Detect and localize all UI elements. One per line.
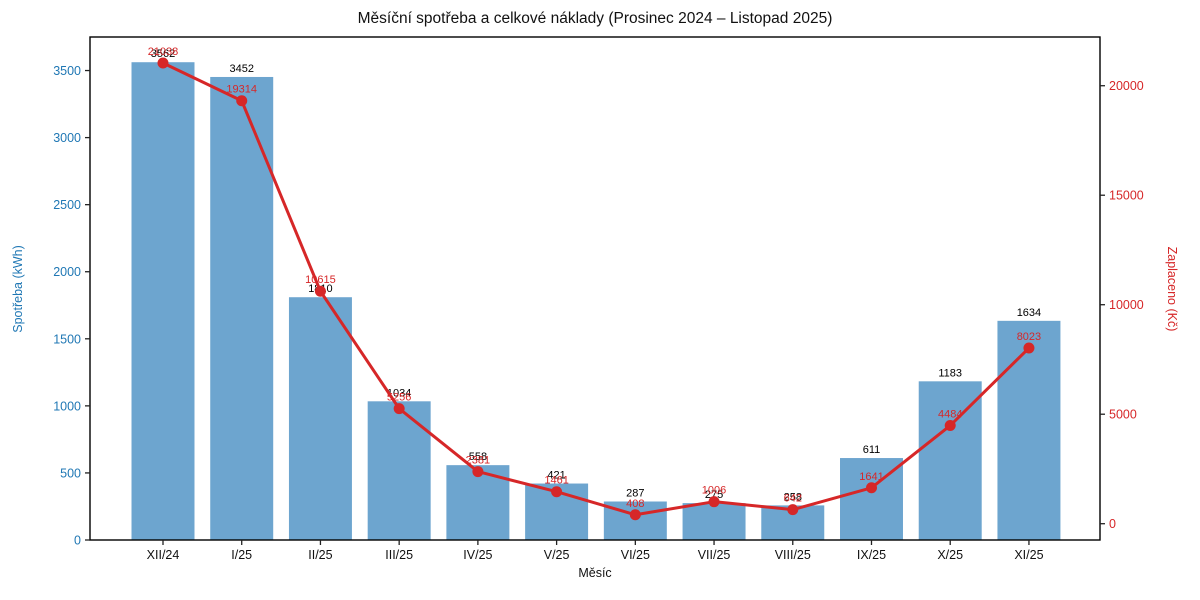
x-tick-label: IX/25 <box>857 548 886 562</box>
x-tick-label: XI/25 <box>1014 548 1043 562</box>
bar-XI/25 <box>997 320 1061 540</box>
bar-III/25 <box>367 401 431 540</box>
paid-point <box>393 403 405 415</box>
paid-point <box>472 466 484 478</box>
bar-value-label: 1034 <box>387 387 411 399</box>
paid-value-label: 408 <box>626 498 644 510</box>
paid-value-label: 8023 <box>1017 331 1041 343</box>
bar-value-label: 275 <box>705 489 723 501</box>
left-tick-label: 3500 <box>53 64 81 78</box>
paid-value-label: 1461 <box>544 475 568 487</box>
paid-point <box>629 509 641 521</box>
paid-value-label: 19314 <box>226 84 257 96</box>
bar-value-label: 558 <box>469 451 487 463</box>
paid-point <box>708 496 720 508</box>
paid-value-label: 1641 <box>859 471 883 483</box>
plot-frame <box>89 36 1101 541</box>
paid-point <box>944 420 956 432</box>
left-tick-label: 2000 <box>53 265 81 279</box>
paid-line <box>162 61 1030 517</box>
paid-value-label: 642 <box>784 493 802 505</box>
bar-I/25 <box>210 76 274 540</box>
right-tick-label: 15000 <box>1109 189 1144 203</box>
chart-title: Měsíční spotřeba a celkové náklady (Pros… <box>357 10 833 27</box>
left-tick-label: 2500 <box>53 198 81 212</box>
paid-value-label: 5256 <box>387 392 411 404</box>
paid-point <box>157 57 169 69</box>
bar-II/25 <box>288 297 352 540</box>
left-tick-label: 1500 <box>53 332 81 346</box>
bar-value-label: 3452 <box>229 63 253 75</box>
paid-point <box>236 95 248 107</box>
bar-value-label: 3562 <box>151 48 175 60</box>
left-tick-label: 0 <box>74 534 81 548</box>
paid-point <box>787 504 799 516</box>
x-tick-label: I/25 <box>231 548 252 562</box>
x-tick-label: VIII/25 <box>775 548 811 562</box>
bar-value-label: 287 <box>626 488 644 500</box>
left-tick-label: 500 <box>60 466 81 480</box>
x-tick-label: VI/25 <box>621 548 650 562</box>
paid-value-label: 10615 <box>305 274 336 286</box>
bar-value-label: 611 <box>863 444 881 456</box>
paid-point <box>314 285 326 297</box>
bar-value-label: 1183 <box>938 367 962 379</box>
paid-value-label: 4484 <box>938 409 962 421</box>
paid-value-label: 21038 <box>148 46 179 58</box>
paid-point <box>865 482 877 494</box>
paid-point <box>551 486 563 498</box>
x-tick-label: VII/25 <box>698 548 731 562</box>
bar-value-label: 421 <box>547 470 565 482</box>
left-tick-label: 3000 <box>53 131 81 145</box>
right-tick-label: 10000 <box>1109 298 1144 312</box>
bar-VII/25 <box>682 503 746 540</box>
x-tick-label: XII/24 <box>147 548 180 562</box>
x-tick-label: IV/25 <box>463 548 492 562</box>
bar-XII/24 <box>131 62 195 540</box>
right-tick-label: 0 <box>1109 517 1116 531</box>
x-tick-label: X/25 <box>937 548 963 562</box>
x-tick-label: V/25 <box>544 548 570 562</box>
paid-value-label: 1006 <box>702 485 726 497</box>
x-tick-label: III/25 <box>385 548 413 562</box>
bar-value-label: 258 <box>784 491 802 503</box>
left-tick-label: 1000 <box>53 399 81 413</box>
x-tick-label: II/25 <box>308 548 332 562</box>
right-tick-label: 5000 <box>1109 408 1137 422</box>
paid-value-label: 2381 <box>466 455 490 467</box>
bar-X/25 <box>918 381 982 540</box>
paid-point <box>1023 342 1035 354</box>
x-axis-title: Měsíc <box>578 566 612 580</box>
right-tick-label: 20000 <box>1109 79 1144 93</box>
bar-value-label: 1634 <box>1017 307 1041 319</box>
